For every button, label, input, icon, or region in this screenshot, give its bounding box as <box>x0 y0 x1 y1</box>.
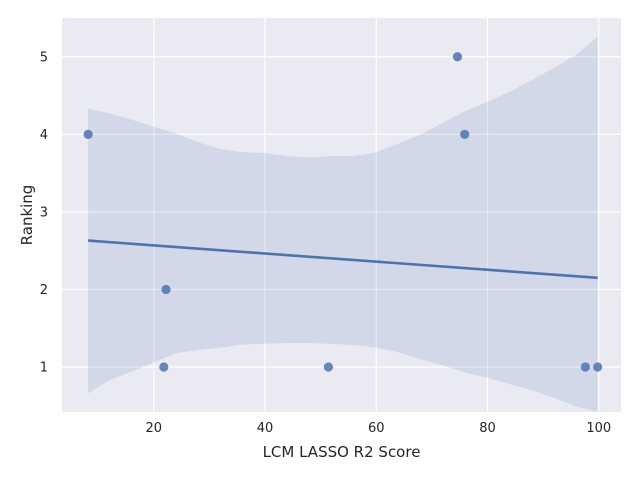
x-tick-label: 40 <box>257 421 274 436</box>
data-point <box>593 362 603 372</box>
grid-lines <box>62 18 621 412</box>
y-tick-labels: 1 2 3 4 5 <box>40 50 48 375</box>
data-point <box>580 362 591 372</box>
plot-background <box>62 18 621 412</box>
data-point <box>161 284 171 295</box>
x-tick-label: 60 <box>368 421 385 436</box>
y-tick-label: 3 <box>40 205 48 220</box>
x-tick-label: 80 <box>479 421 496 436</box>
x-tick-label: 100 <box>586 421 611 436</box>
y-tick-label: 2 <box>40 283 48 298</box>
data-point <box>452 52 463 62</box>
x-tick-label: 20 <box>146 421 163 436</box>
x-tick-labels: 20 40 60 80 100 <box>146 421 612 436</box>
confidence-band <box>88 36 598 412</box>
y-axis-label: Ranking <box>18 185 36 246</box>
y-tick-label: 5 <box>40 50 48 65</box>
regression-line <box>88 239 598 280</box>
y-tick-label: 4 <box>40 128 48 143</box>
data-point <box>460 129 470 139</box>
data-points <box>83 52 603 372</box>
data-point <box>83 129 93 139</box>
data-point <box>323 362 334 372</box>
y-tick-label: 1 <box>40 361 48 376</box>
data-point <box>159 362 169 372</box>
x-axis-label: LCM LASSO R2 Score <box>263 443 421 461</box>
